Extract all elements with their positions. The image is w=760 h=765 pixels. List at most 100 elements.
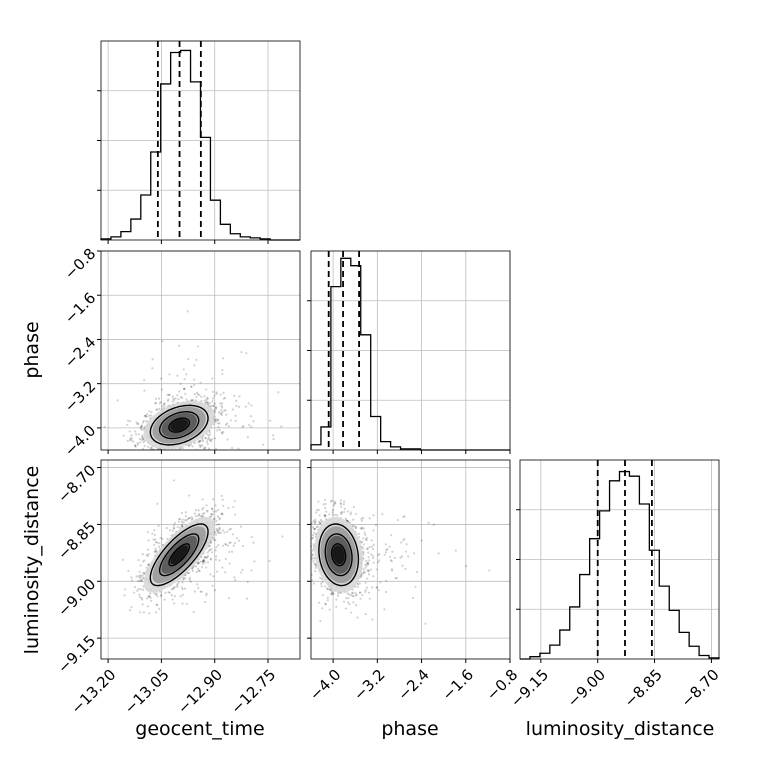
scatter-point bbox=[194, 393, 196, 395]
scatter-point bbox=[304, 584, 306, 586]
scatter-point bbox=[221, 411, 223, 413]
scatter-point bbox=[147, 531, 149, 533]
scatter-point bbox=[156, 603, 158, 605]
scatter-point bbox=[197, 456, 199, 458]
scatter-point bbox=[305, 534, 307, 536]
scatter-point bbox=[155, 611, 157, 613]
scatter-point bbox=[218, 523, 220, 525]
scatter-point bbox=[147, 605, 149, 607]
scatter-point bbox=[378, 559, 380, 561]
scatter-point bbox=[333, 501, 335, 503]
scatter-point bbox=[204, 399, 206, 401]
scatter-point bbox=[335, 598, 337, 600]
scatter-point bbox=[221, 566, 223, 568]
scatter-point bbox=[122, 559, 124, 561]
scatter-point bbox=[192, 454, 194, 456]
scatter-point bbox=[358, 533, 360, 535]
scatter-point bbox=[371, 586, 373, 588]
scatter-point bbox=[164, 599, 166, 601]
scatter-point bbox=[260, 472, 262, 474]
scatter-point bbox=[272, 438, 274, 440]
scatter-point bbox=[188, 494, 190, 496]
scatter-point bbox=[222, 499, 224, 501]
scatter-point bbox=[204, 601, 206, 603]
scatter-point bbox=[307, 529, 309, 531]
scatter-point bbox=[191, 516, 193, 518]
scatter-point bbox=[247, 581, 249, 583]
scatter-point bbox=[365, 613, 367, 615]
scatter-point bbox=[188, 517, 190, 519]
scatter-point bbox=[218, 559, 220, 561]
scatter-point bbox=[150, 411, 152, 413]
scatter-point bbox=[372, 548, 374, 550]
scatter-point bbox=[205, 399, 207, 401]
scatter-point bbox=[268, 560, 270, 562]
scatter-point bbox=[209, 549, 211, 551]
scatter-point bbox=[407, 555, 409, 557]
scatter-point bbox=[195, 509, 197, 511]
scatter-point bbox=[212, 498, 214, 500]
scatter-point bbox=[163, 404, 165, 406]
scatter-point bbox=[173, 479, 175, 481]
scatter-point bbox=[171, 477, 173, 479]
scatter-point bbox=[237, 448, 239, 450]
scatter-point bbox=[324, 507, 326, 509]
scatter-point bbox=[127, 570, 129, 572]
scatter-point bbox=[232, 506, 234, 508]
scatter-point bbox=[234, 579, 236, 581]
scatter-point bbox=[172, 598, 174, 600]
scatter-point bbox=[174, 522, 176, 524]
scatter-point bbox=[178, 345, 180, 347]
scatter-point bbox=[218, 532, 220, 534]
scatter-point bbox=[242, 501, 244, 503]
scatter-point bbox=[229, 562, 231, 564]
scatter-point bbox=[340, 499, 342, 501]
scatter-point bbox=[161, 388, 163, 390]
scatter-point bbox=[126, 424, 128, 426]
scatter-point bbox=[304, 556, 306, 558]
scatter-point bbox=[371, 546, 373, 548]
scatter-point bbox=[200, 591, 202, 593]
scatter-point bbox=[220, 409, 222, 411]
scatter-point bbox=[163, 453, 165, 455]
histogram-panel-phase bbox=[307, 251, 510, 454]
scatter-point bbox=[130, 606, 132, 608]
scatter-point bbox=[369, 598, 371, 600]
scatter-point bbox=[230, 528, 232, 530]
scatter-point bbox=[280, 425, 282, 427]
joint-panel-geocent_time-vs-phase bbox=[97, 251, 300, 517]
scatter-point bbox=[185, 515, 187, 517]
scatter-point bbox=[221, 431, 223, 433]
scatter-point bbox=[272, 434, 274, 436]
scatter-point bbox=[124, 588, 126, 590]
histogram-panel-luminosity_distance bbox=[516, 460, 719, 663]
scatter-point bbox=[204, 447, 206, 449]
scatter-point bbox=[221, 495, 223, 497]
scatter-point bbox=[142, 448, 144, 450]
scatter-point bbox=[180, 396, 182, 398]
scatter-point bbox=[488, 569, 490, 571]
scatter-point bbox=[219, 518, 221, 520]
scatter-point bbox=[225, 414, 227, 416]
scatter-point bbox=[232, 533, 234, 535]
scatter-point bbox=[158, 608, 160, 610]
scatter-point bbox=[156, 542, 158, 544]
scatter-point bbox=[328, 513, 330, 515]
scatter-point bbox=[227, 507, 229, 509]
scatter-point bbox=[402, 539, 404, 541]
scatter-point bbox=[129, 420, 131, 422]
scatter-point bbox=[166, 527, 168, 529]
scatter-point bbox=[207, 434, 209, 436]
scatter-point bbox=[222, 545, 224, 547]
scatter-point bbox=[242, 569, 244, 571]
scatter-point bbox=[371, 539, 373, 541]
scatter-point bbox=[313, 520, 315, 522]
scatter-point bbox=[242, 545, 244, 547]
scatter-point bbox=[147, 549, 149, 551]
scatter-point bbox=[187, 310, 189, 312]
scatter-point bbox=[182, 578, 184, 580]
scatter-point bbox=[308, 539, 310, 541]
scatter-point bbox=[361, 594, 363, 596]
scatter-point bbox=[146, 554, 148, 556]
scatter-point bbox=[207, 443, 209, 445]
